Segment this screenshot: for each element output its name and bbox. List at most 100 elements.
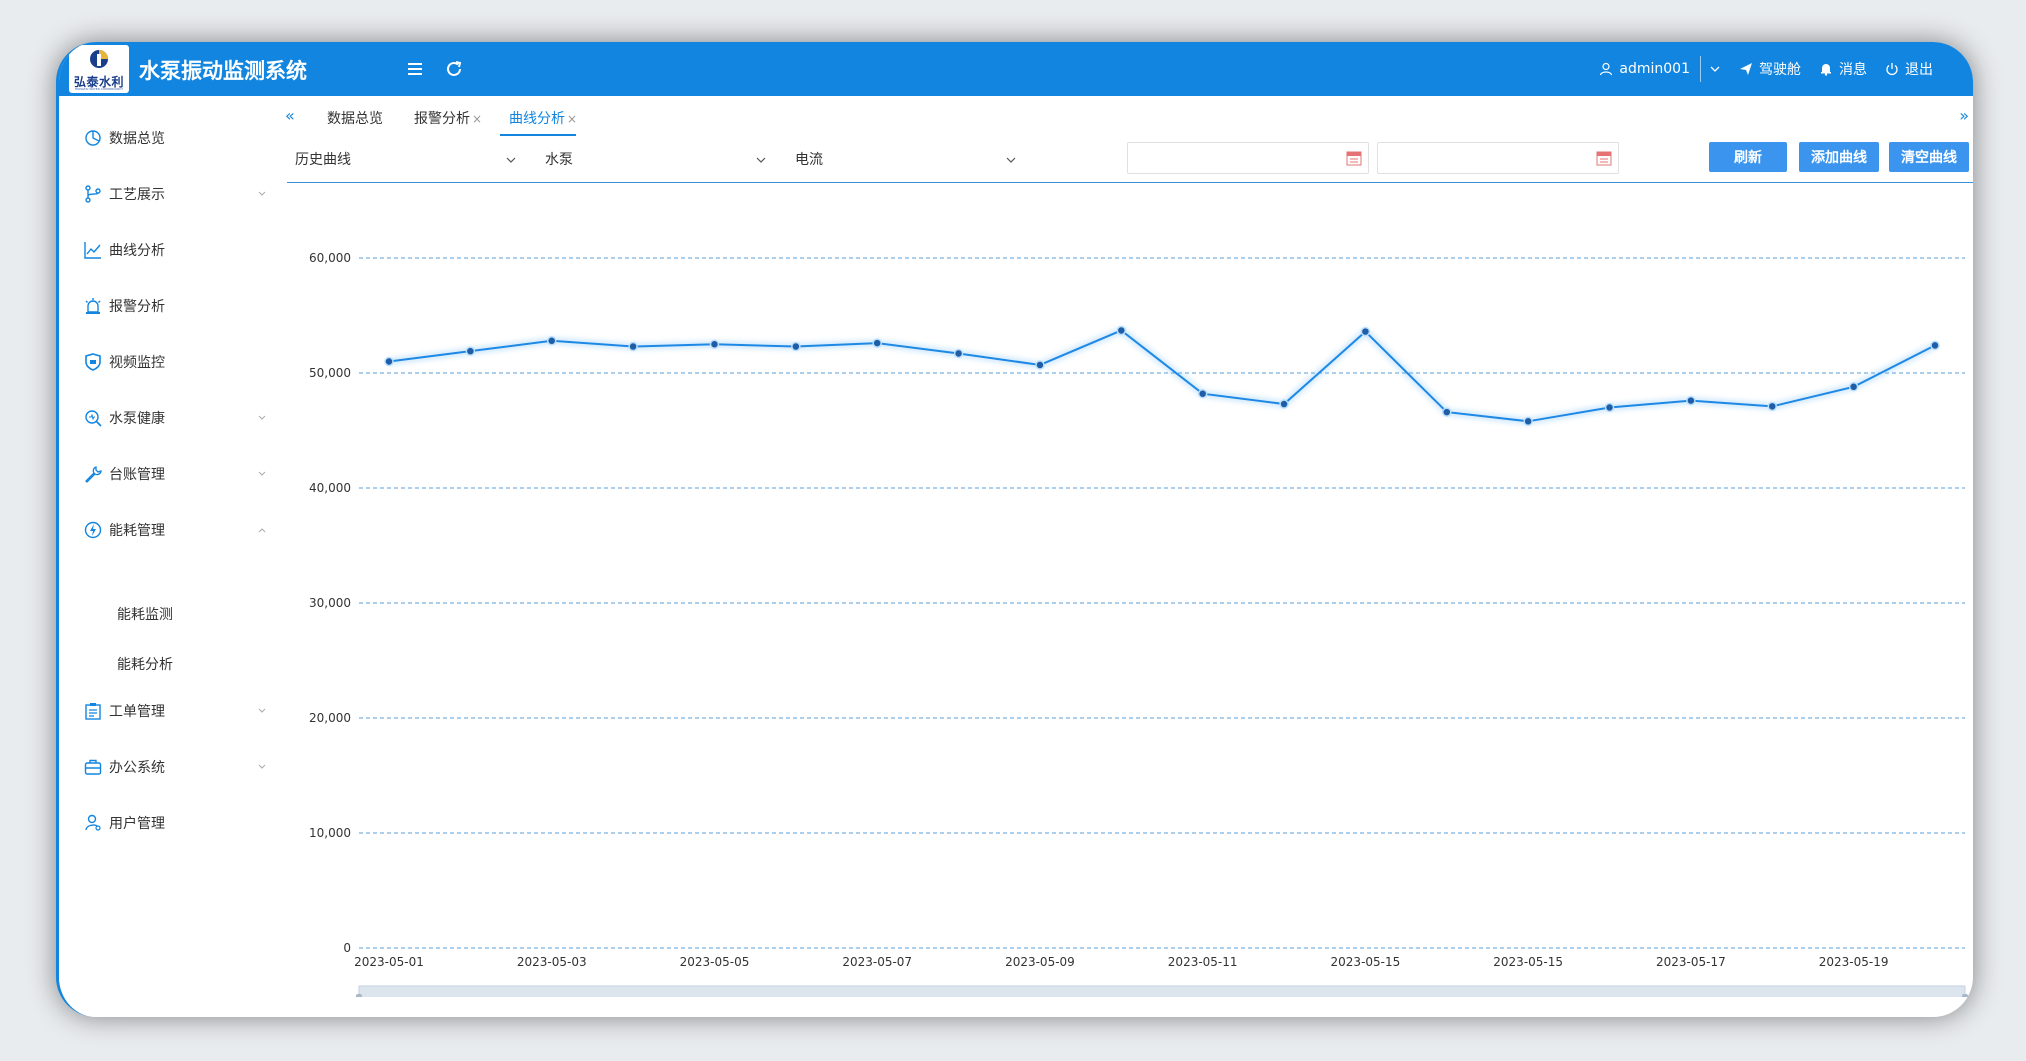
device-value: 水泵 <box>545 152 573 168</box>
chevron-down-icon <box>258 415 266 420</box>
menu-toggle-icon[interactable] <box>404 58 426 80</box>
clear-curve-button[interactable]: 清空曲线 <box>1889 142 1969 172</box>
x-tick-label: 2023-05-05 <box>680 955 750 969</box>
start-date-input[interactable] <box>1127 142 1369 174</box>
y-tick-label: 0 <box>343 941 351 955</box>
data-point <box>628 341 638 352</box>
tab-data-overview[interactable]: 数据总览 <box>327 108 383 128</box>
data-zoom-slider[interactable] <box>356 985 1968 997</box>
logout-link[interactable]: 退出 <box>1885 59 1933 79</box>
tabs-scroll-left-icon[interactable]: « <box>285 106 295 125</box>
messages-link[interactable]: 消息 <box>1819 59 1867 79</box>
top-header: 弘泰水利 HONGTAI WATER CONSERVANCY 水泵振动监测系统 … <box>59 42 1973 96</box>
data-point <box>953 348 964 359</box>
device-select[interactable]: 水泵 <box>537 142 777 174</box>
zoom-track <box>358 985 1966 997</box>
active-tab-indicator <box>500 134 576 136</box>
close-icon[interactable]: × <box>472 112 483 126</box>
data-point <box>1686 395 1696 406</box>
metric-select[interactable]: 电流 <box>787 142 1027 174</box>
x-tick-label: 2023-05-17 <box>1656 955 1726 969</box>
logo: 弘泰水利 HONGTAI WATER CONSERVANCY <box>69 45 129 93</box>
sidebar-item-label: 视频监控 <box>109 355 165 371</box>
refresh-button[interactable]: 刷新 <box>1709 142 1787 172</box>
data-point <box>1930 340 1940 351</box>
cockpit-link[interactable]: 驾驶舱 <box>1739 59 1801 79</box>
refresh-icon[interactable] <box>443 58 465 80</box>
tab-alarm-analysis[interactable]: 报警分析 × <box>414 108 482 128</box>
sidebar-item-label: 工艺展示 <box>109 187 165 203</box>
x-axis: 2023-05-01 2023-05-03 2023-05-05 2023-05-07… <box>354 955 1888 969</box>
data-point <box>1035 360 1045 370</box>
chevron-up-icon <box>258 528 266 533</box>
sidebar-item-label: 工单管理 <box>109 704 165 720</box>
sidebar-item-data-overview[interactable]: 数据总览 <box>59 118 274 158</box>
close-icon[interactable]: × <box>567 112 578 126</box>
curve-type-select[interactable]: 历史曲线 <box>287 142 527 174</box>
sidebar-item-curve-analysis[interactable]: 曲线分析 <box>59 230 274 270</box>
power-icon <box>1886 63 1898 76</box>
alarm-icon <box>85 298 101 314</box>
sidebar-item-alarm-analysis[interactable]: 报警分析 <box>59 286 274 326</box>
tab-label: 数据总览 <box>327 111 383 127</box>
y-axis: 0 10,000 20,000 30,000 40,000 50,000 60,000 <box>309 251 351 955</box>
x-tick-label: 2023-05-07 <box>842 955 912 969</box>
sidebar-item-process[interactable]: 工艺展示 <box>59 174 274 214</box>
tabs-scroll-right-icon[interactable]: » <box>1959 106 1969 125</box>
tab-curve-analysis[interactable]: 曲线分析 × <box>509 108 577 128</box>
y-tick-label: 50,000 <box>309 366 351 380</box>
sidebar-item-label: 用户管理 <box>109 816 165 832</box>
metric-value: 电流 <box>795 152 823 168</box>
pie-chart-icon <box>85 130 101 146</box>
chevron-down-icon <box>258 708 266 713</box>
zoom-handle-right <box>1962 994 1968 997</box>
end-date-input[interactable] <box>1377 142 1619 174</box>
add-curve-button[interactable]: 添加曲线 <box>1799 142 1879 172</box>
sidebar-subitem-energy-analysis[interactable]: 能耗分析 <box>117 657 173 673</box>
x-tick-label: 2023-05-11 <box>1168 955 1238 969</box>
series-line <box>388 329 1936 423</box>
chevron-down-icon <box>756 157 766 163</box>
user-icon <box>1600 62 1613 76</box>
curve-type-value: 历史曲线 <box>295 152 351 168</box>
toolbar-divider <box>287 182 1973 183</box>
chevron-down-icon[interactable] <box>1709 63 1721 75</box>
sidebar-item-label: 曲线分析 <box>109 243 165 259</box>
cockpit-label: 驾驶舱 <box>1759 62 1801 78</box>
x-tick-label: 2023-05-19 <box>1819 955 1889 969</box>
data-point <box>1360 326 1371 337</box>
data-point <box>791 341 801 352</box>
data-point <box>384 356 394 367</box>
branch-icon <box>85 185 101 203</box>
data-point <box>1604 402 1615 413</box>
briefcase-icon <box>84 759 102 775</box>
search-icon <box>85 410 102 427</box>
header-divider <box>1700 56 1701 82</box>
sidebar-item-ledger[interactable]: 台账管理 <box>59 454 274 494</box>
chevron-down-icon <box>258 471 266 476</box>
sidebar-item-users[interactable]: 用户管理 <box>59 803 274 843</box>
series-line-glow <box>388 327 1937 425</box>
sidebar-item-video[interactable]: 视频监控 <box>59 342 274 382</box>
data-point <box>1442 407 1452 417</box>
line-chart-icon <box>84 242 101 259</box>
line-chart: 0 10,000 20,000 30,000 40,000 50,000 60,000 20… <box>309 251 1968 997</box>
sidebar-item-label: 能耗管理 <box>109 523 165 539</box>
sidebar-item-work-order[interactable]: 工单管理 <box>59 691 274 731</box>
chevron-down-icon <box>258 764 266 769</box>
calendar-icon[interactable] <box>1346 150 1362 166</box>
user-area: admin001 驾驶舱 消息 <box>1581 42 1933 96</box>
sidebar-subitem-energy-monitor[interactable]: 能耗监测 <box>117 607 173 623</box>
logout-label: 退出 <box>1905 62 1933 78</box>
x-tick-label: 2023-05-03 <box>517 955 587 969</box>
bell-icon <box>1821 64 1831 76</box>
sidebar-item-pump-health[interactable]: 水泵健康 <box>59 398 274 438</box>
app-title: 水泵振动监测系统 <box>139 59 307 83</box>
clipboard-icon <box>85 703 101 720</box>
user-menu[interactable]: admin001 <box>1599 61 1690 77</box>
calendar-icon[interactable] <box>1596 150 1612 166</box>
sidebar-item-office[interactable]: 办公系统 <box>59 747 274 787</box>
logo-mark-icon <box>90 50 108 68</box>
sidebar-item-label: 数据总览 <box>109 131 165 147</box>
sidebar-item-energy[interactable]: 能耗管理 <box>59 510 274 550</box>
